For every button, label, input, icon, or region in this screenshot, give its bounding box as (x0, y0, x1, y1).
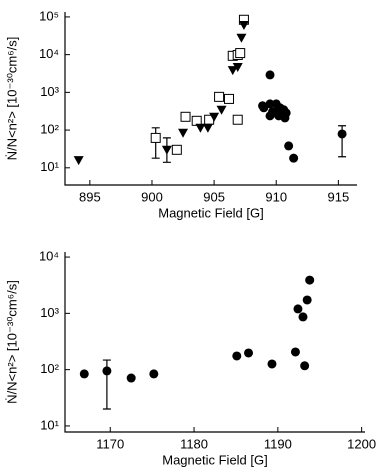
axes (64, 252, 365, 433)
y-tick-label: 10³ (40, 305, 59, 320)
y-tick-label: 10² (40, 361, 59, 376)
point (195, 123, 206, 133)
point (73, 156, 84, 166)
x-axis-label: Magnetic Field [G] (162, 452, 268, 467)
point (298, 312, 308, 322)
y-tick-label: 10¹ (40, 159, 59, 174)
point (244, 348, 254, 358)
point (259, 103, 269, 113)
point (302, 295, 312, 305)
x-tick-label: 905 (203, 189, 225, 204)
point (265, 70, 275, 80)
point (126, 373, 136, 383)
y-tick-label: 10¹ (40, 417, 59, 432)
point (150, 132, 161, 143)
point (171, 144, 182, 155)
point (161, 145, 172, 155)
x-tick-label: 1170 (96, 436, 124, 451)
point (209, 112, 220, 122)
point (290, 347, 300, 357)
x-tick-label: 900 (141, 189, 163, 204)
point (337, 129, 347, 139)
y-tick-label: 10³ (40, 84, 59, 99)
x-axis-label: Magnetic Field [G] (158, 205, 264, 220)
y-tick-label: 10⁵ (39, 8, 59, 23)
x-tick-label: 915 (328, 189, 350, 204)
point (293, 304, 303, 314)
point (102, 366, 112, 376)
point (214, 91, 225, 102)
x-tick-label: 910 (265, 189, 287, 204)
y-tick-label: 10² (40, 122, 59, 137)
y-tick-label: 10⁴ (39, 248, 59, 263)
y-tick-label: 10⁴ (39, 46, 59, 61)
point (178, 128, 189, 138)
point (232, 351, 242, 361)
point (235, 48, 246, 59)
point (284, 141, 294, 151)
x-tick-label: 1190 (264, 436, 292, 451)
point (180, 111, 191, 122)
point (238, 21, 249, 31)
point (305, 275, 315, 285)
point (280, 113, 290, 123)
point (236, 33, 247, 43)
x-tick-label: 1200 (347, 436, 376, 451)
point (232, 63, 243, 73)
point (267, 359, 277, 369)
point (224, 93, 235, 104)
x-tick-label: 895 (79, 189, 101, 204)
x-tick-label: 1180 (180, 436, 208, 451)
point (149, 369, 159, 379)
error-bar (151, 127, 160, 159)
axes (64, 12, 357, 186)
y-axis-label: Ṅ/N<n²> [10⁻³⁰cm⁶/s] (4, 37, 19, 161)
point (289, 153, 299, 163)
point (79, 369, 89, 379)
point (227, 66, 238, 76)
point (202, 123, 213, 133)
point (265, 111, 275, 121)
point (232, 114, 243, 125)
point (300, 361, 310, 371)
y-axis-label: Ṅ/N<n²> [10⁻³⁰cm⁶/s] (4, 280, 19, 404)
point (216, 105, 227, 115)
